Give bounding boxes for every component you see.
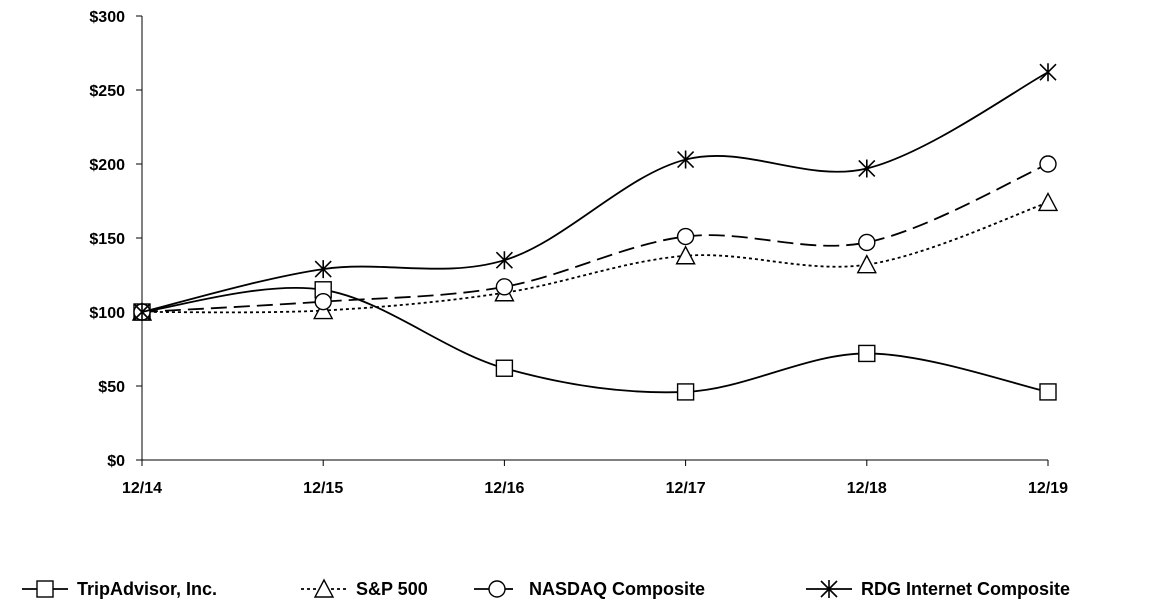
x-tick-label: 12/17 xyxy=(666,480,706,497)
series-3-point xyxy=(314,292,332,311)
series-line-1 xyxy=(141,286,1049,394)
series-3-point xyxy=(1039,155,1057,173)
y-tick-label: $300 xyxy=(89,9,125,26)
legend-marker-2 xyxy=(313,578,335,598)
series-2-point xyxy=(675,245,696,265)
series-4-point xyxy=(858,159,876,178)
series-4-point xyxy=(495,251,513,270)
y-tick-label: $150 xyxy=(89,231,125,248)
legend-label-2: S&P 500 xyxy=(356,579,428,599)
series-1-point xyxy=(1039,383,1057,401)
legend-label-4: RDG Internet Composite xyxy=(861,579,1070,599)
legend-marker-1 xyxy=(36,580,54,598)
series-2-point xyxy=(1037,191,1059,212)
y-tick-label: $50 xyxy=(98,379,125,396)
x-tick-label: 12/18 xyxy=(847,480,887,497)
x-tick-label: 12/19 xyxy=(1028,480,1068,497)
series-line-4 xyxy=(141,71,1049,313)
series-line-3 xyxy=(141,163,1049,313)
series-3-point xyxy=(858,233,876,252)
series-1-point xyxy=(676,383,695,401)
series-4-point xyxy=(133,303,151,321)
x-tick-label: 12/15 xyxy=(303,480,343,497)
series-3-point xyxy=(676,227,695,246)
legend-label-1: TripAdvisor, Inc. xyxy=(77,579,217,599)
legend-label-3: NASDAQ Composite xyxy=(529,579,705,599)
y-tick-label: $0 xyxy=(107,453,125,470)
y-tick-label: $100 xyxy=(89,305,125,322)
series-1-point xyxy=(495,359,514,377)
series-2-point xyxy=(856,254,877,274)
series-3-point xyxy=(495,278,514,296)
series-4-point xyxy=(314,260,332,279)
legend-marker-3 xyxy=(488,580,506,598)
x-tick-label: 12/16 xyxy=(484,480,524,497)
series-4-point xyxy=(677,150,695,169)
y-tick-label: $200 xyxy=(89,157,125,174)
series-4-point xyxy=(1039,63,1057,82)
legend-marker-4 xyxy=(820,580,838,598)
x-tick-label: 12/14 xyxy=(122,480,162,497)
y-tick-label: $250 xyxy=(89,83,125,100)
series-line-2 xyxy=(141,201,1049,314)
series-1-point xyxy=(858,344,876,363)
